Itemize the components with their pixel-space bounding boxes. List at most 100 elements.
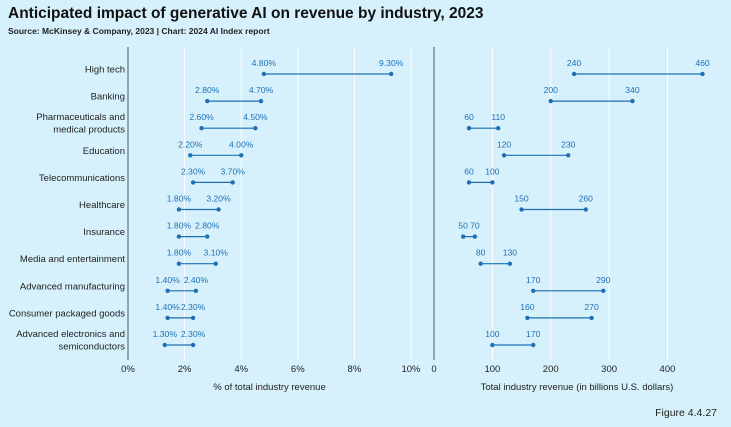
category-label: Banking: [91, 92, 125, 103]
right-high-label: 130: [503, 248, 518, 258]
right-low-point: [466, 180, 472, 185]
left-high-point: [213, 261, 218, 266]
right-high-point: [583, 207, 588, 212]
right-low-point: [466, 126, 472, 131]
left-high-label: 3.20%: [206, 194, 231, 204]
right-tick-label: 200: [543, 364, 559, 375]
left-low-label: 1.30%: [153, 329, 178, 339]
category-label: Healthcare: [79, 200, 125, 211]
right-low-label: 50: [458, 221, 468, 231]
right-low-point: [501, 153, 507, 158]
left-high-label: 3.70%: [221, 166, 246, 176]
right-low-label: 60: [464, 112, 474, 122]
figure-label: Figure 4.4.27: [655, 407, 717, 419]
right-high-label: 110: [491, 112, 505, 122]
left-low-label: 1.80%: [167, 221, 192, 231]
category-label: Education: [83, 146, 125, 157]
right-low-point: [571, 71, 577, 77]
right-low-point: [548, 98, 553, 104]
left-tick-label: 10%: [401, 364, 421, 375]
right-high-point: [507, 261, 513, 266]
left-high-point: [388, 71, 394, 77]
left-low-point: [176, 234, 182, 239]
right-tick-label: 0: [431, 364, 436, 375]
left-low-point: [165, 288, 170, 293]
right-low-label: 120: [497, 139, 512, 149]
left-high-label: 4.00%: [229, 139, 254, 149]
left-low-point: [165, 315, 170, 321]
left-tick-label: 2%: [178, 364, 192, 375]
category-label: Pharmaceuticals and: [36, 112, 125, 123]
left-high-label: 2.40%: [184, 275, 209, 285]
page-title: Anticipated impact of generative AI on r…: [8, 5, 484, 22]
left-low-label: 2.60%: [189, 112, 214, 122]
right-high-point: [496, 126, 501, 131]
right-high-label: 230: [561, 139, 576, 149]
right-low-label: 80: [476, 248, 486, 258]
left-high-point: [258, 98, 264, 104]
left-high-label: 2.80%: [195, 221, 220, 231]
right-low-label: 200: [544, 85, 559, 95]
left-low-point: [188, 153, 193, 158]
right-high-point: [472, 234, 478, 239]
right-tick-label: 100: [484, 364, 500, 375]
category-label: semiconductors: [58, 342, 125, 353]
left-low-label: 1.40%: [155, 275, 180, 285]
left-low-label: 2.80%: [195, 85, 220, 95]
left-high-point: [205, 234, 210, 239]
left-high-label: 4.70%: [249, 85, 274, 95]
right-tick-label: 400: [660, 364, 676, 375]
category-label: medical products: [53, 125, 125, 136]
right-low-point: [519, 207, 524, 212]
category-label: Insurance: [83, 227, 125, 238]
right-low-point: [525, 315, 530, 321]
left-low-point: [205, 98, 210, 104]
left-low-point: [261, 71, 267, 77]
left-low-point: [162, 342, 167, 348]
right-high-point: [630, 98, 635, 104]
left-high-point: [230, 180, 235, 185]
right-high-label: 460: [695, 58, 710, 68]
right-high-label: 260: [579, 194, 594, 204]
right-high-point: [601, 288, 606, 293]
right-high-label: 170: [526, 329, 541, 339]
left-low-label: 2.30%: [181, 166, 206, 176]
left-high-label: 2.30%: [181, 329, 206, 339]
left-low-label: 1.80%: [167, 194, 192, 204]
right-low-label: 170: [526, 275, 541, 285]
left-low-point: [176, 207, 182, 212]
right-low-point: [478, 261, 483, 266]
right-high-label: 290: [596, 275, 611, 285]
right-low-label: 100: [485, 329, 500, 339]
left-tick-label: 6%: [291, 364, 305, 375]
left-tick-label: 4%: [234, 364, 248, 375]
left-high-point: [239, 153, 244, 158]
category-label: Media and entertainment: [20, 254, 125, 265]
left-high-point: [190, 315, 196, 321]
left-tick-label: 8%: [348, 364, 362, 375]
left-high-point: [253, 126, 258, 131]
right-high-point: [490, 180, 495, 185]
right-low-label: 60: [464, 166, 474, 176]
right-high-point: [531, 342, 536, 348]
right-axis-label: Total industry revenue (in billions U.S.…: [481, 382, 674, 393]
left-low-point: [199, 126, 204, 131]
right-high-label: 340: [625, 85, 640, 95]
right-high-point: [566, 153, 571, 158]
left-high-label: 4.50%: [243, 112, 268, 122]
left-high-point: [190, 342, 196, 348]
right-high-label: 100: [485, 166, 500, 176]
chart-source: Source: McKinsey & Company, 2023 | Chart…: [8, 26, 270, 36]
right-low-label: 160: [520, 302, 535, 312]
right-high-label: 270: [584, 302, 599, 312]
right-low-point: [460, 234, 466, 239]
left-low-point: [190, 180, 196, 185]
left-high-point: [216, 207, 221, 212]
right-tick-label: 300: [601, 364, 617, 375]
right-high-point: [700, 71, 705, 77]
left-high-label: 3.10%: [204, 248, 229, 258]
left-high-label: 2.30%: [181, 302, 206, 312]
left-low-label: 4.80%: [252, 58, 277, 68]
left-tick-label: 0%: [121, 364, 135, 375]
